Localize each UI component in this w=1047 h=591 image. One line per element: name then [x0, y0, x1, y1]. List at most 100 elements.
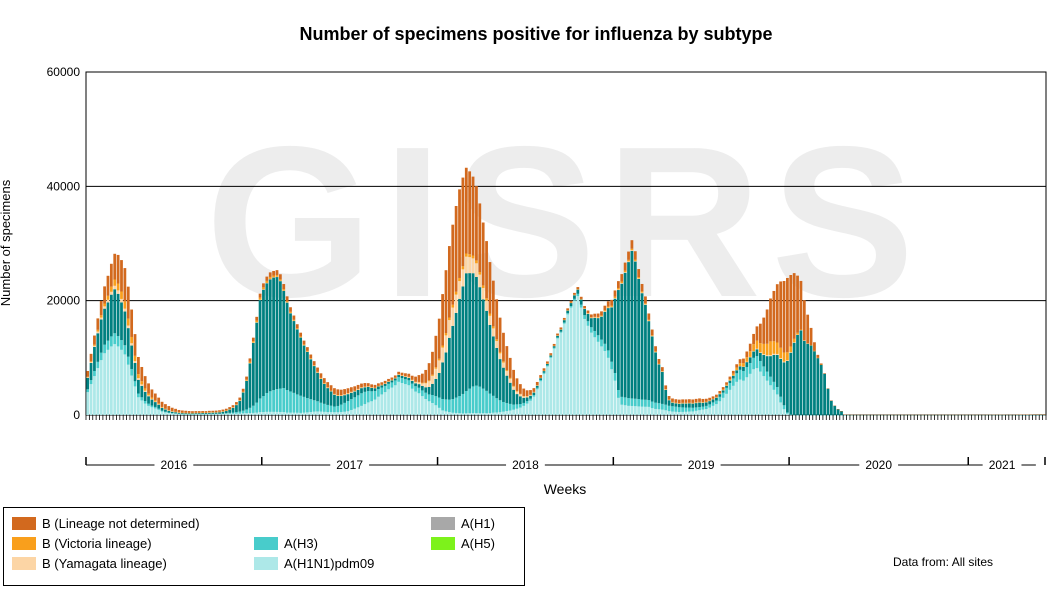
bar-segment	[775, 284, 779, 343]
bar-segment	[157, 403, 161, 405]
bar-segment	[725, 385, 728, 388]
bar-segment	[221, 411, 225, 414]
bar-segment	[89, 380, 93, 385]
bar-segment	[681, 403, 684, 408]
bar-segment	[160, 406, 164, 408]
bar-segment	[268, 391, 272, 412]
bar-segment	[731, 378, 735, 386]
bar-segment	[174, 412, 177, 414]
bar-segment	[333, 394, 336, 407]
bar-segment	[390, 380, 394, 383]
bar-segment	[532, 388, 536, 392]
bar-segment	[687, 399, 691, 403]
legend-label: A(H5)	[461, 536, 495, 551]
bar-segment	[377, 383, 380, 386]
bar-segment	[515, 404, 519, 409]
bar-segment	[836, 409, 840, 415]
bar-segment	[302, 412, 306, 415]
bar-segment	[657, 403, 661, 410]
bar-segment	[704, 409, 708, 415]
bar-segment	[464, 273, 468, 391]
bar-segment	[694, 398, 698, 403]
bar-segment	[201, 412, 204, 414]
bar-segment	[390, 377, 394, 380]
bar-segment	[799, 280, 803, 330]
bar-segment	[309, 399, 313, 413]
bar-segment	[542, 372, 546, 374]
bar-segment	[481, 388, 485, 414]
bar-segment	[238, 400, 242, 412]
bar-segment	[515, 378, 519, 391]
legend-label: B (Victoria lineage)	[42, 536, 152, 551]
bar-segment	[319, 402, 323, 412]
bar-segment	[383, 385, 387, 393]
bar-segment	[170, 407, 174, 412]
bar-segment	[650, 401, 654, 409]
bar-segment	[613, 298, 617, 373]
bar-segment	[529, 394, 532, 396]
bar-segment	[258, 398, 262, 413]
bar-segment	[140, 381, 144, 385]
bar-segment	[623, 272, 627, 398]
bar-segment	[393, 378, 397, 381]
bar-segment	[441, 345, 444, 348]
bar-segment	[417, 393, 421, 415]
bar-segment	[637, 399, 641, 407]
bar-segment	[600, 316, 603, 340]
bar-segment	[373, 384, 377, 388]
bar-segment	[427, 381, 431, 387]
bar-segment	[802, 300, 806, 341]
bar-segment	[488, 315, 492, 325]
bar-segment	[316, 401, 319, 412]
bar-segment	[512, 404, 515, 410]
bar-segment	[535, 381, 539, 386]
bar-segment	[414, 383, 417, 387]
bar-segment	[687, 403, 691, 408]
bar-segment	[630, 248, 634, 251]
bar-segment	[742, 380, 745, 415]
bar-segment	[444, 270, 448, 334]
bar-segment	[356, 384, 360, 389]
bar-segment	[194, 414, 198, 415]
bar-segment	[650, 336, 654, 402]
bar-segment	[701, 409, 705, 415]
bar-segment	[180, 410, 184, 413]
bar-segment	[789, 352, 793, 353]
bar-segment	[235, 402, 238, 405]
bar-segment	[481, 299, 485, 389]
bar-segment	[93, 344, 96, 346]
bar-segment	[779, 281, 783, 348]
bar-segment	[187, 414, 191, 415]
bar-segment	[485, 300, 488, 311]
bar-segment	[103, 308, 106, 345]
bar-segment	[366, 390, 370, 403]
bar-segment	[278, 388, 282, 412]
bar-segment	[437, 397, 441, 408]
bar-segment	[508, 382, 512, 404]
bar-segment	[488, 262, 492, 314]
bar-segment	[715, 394, 718, 397]
bar-segment	[258, 293, 262, 298]
bar-segment	[441, 294, 444, 346]
bar-segment	[454, 206, 458, 292]
bar-segment	[387, 383, 390, 390]
bar-segment	[556, 335, 559, 338]
bar-segment	[786, 352, 789, 361]
bar-segment	[748, 343, 752, 352]
bar-segment	[748, 362, 752, 374]
bar-segment	[180, 414, 184, 415]
bar-segment	[775, 354, 779, 387]
bar-segment	[485, 241, 488, 299]
bar-segment	[620, 281, 624, 284]
bar-segment	[650, 335, 654, 336]
bar-segment	[569, 300, 573, 303]
bar-segment	[147, 405, 150, 415]
bar-segment	[312, 365, 316, 401]
bar-segment	[397, 371, 401, 375]
bar-segment	[417, 387, 421, 394]
bar-segment	[718, 401, 722, 415]
bar-segment	[255, 320, 259, 323]
y-tick-label: 40000	[47, 179, 81, 193]
bar-segment	[397, 374, 401, 377]
bar-segment	[813, 342, 816, 351]
